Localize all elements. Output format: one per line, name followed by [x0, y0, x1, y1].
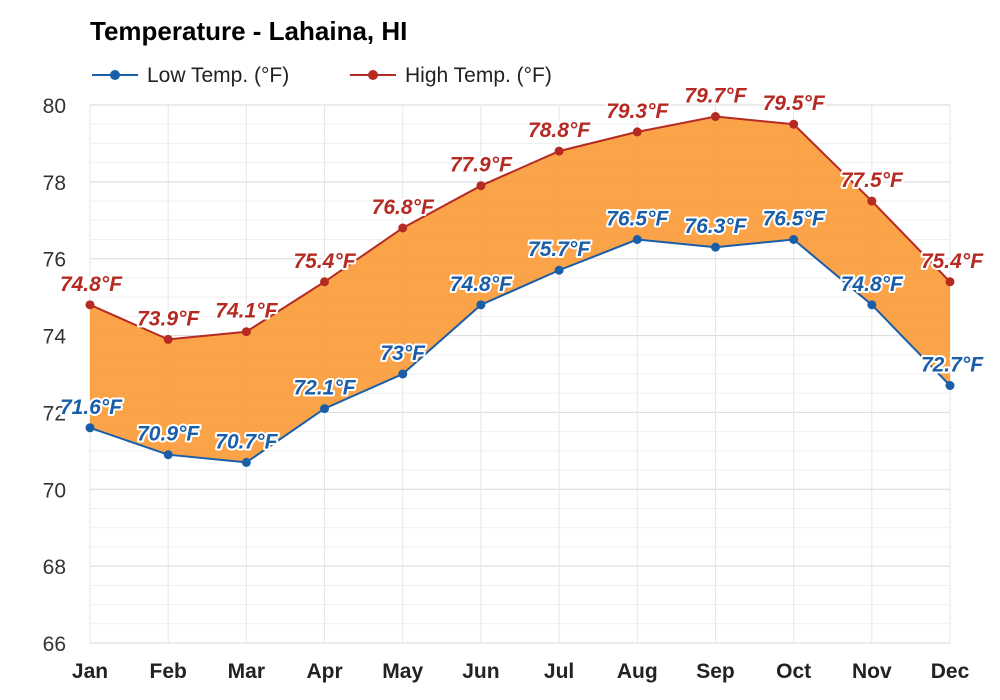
y-axis: 66 68 70 72 74 76 78 80 [43, 95, 67, 656]
low-temp-point-nov [867, 300, 877, 310]
legend-low-marker [110, 70, 120, 80]
high-temp-point-jan [85, 300, 95, 310]
series-lines [89, 115, 951, 464]
low-temp-point-dec [945, 381, 955, 391]
low-temp-label-feb: 70.9°F [137, 423, 200, 446]
range-fill [90, 116, 950, 463]
low-temp-point-sep [710, 242, 720, 252]
high-temp-label-nov: 77.5°F [841, 169, 904, 192]
low-temp-label-sep: 76.3°F [684, 215, 747, 238]
y-tick-label: 70 [43, 479, 66, 502]
x-tick-label: Oct [776, 660, 811, 683]
y-tick-label: 76 [43, 249, 66, 272]
chart-title: Temperature - Lahaina, HI [90, 16, 407, 46]
high-temp-point-apr [320, 277, 330, 287]
data-points [85, 112, 955, 467]
x-tick-label: Aug [617, 660, 658, 683]
legend-low-label: Low Temp. (°F) [147, 64, 289, 87]
high-temp-label-jan: 74.8°F [60, 273, 123, 296]
x-tick-label: Dec [931, 660, 970, 683]
high-temp-point-aug [632, 127, 642, 137]
high-temp-label-jun: 77.9°F [450, 154, 513, 177]
x-axis: Jan Feb Mar Apr May Jun Jul Aug Sep Oct Nov Dec [72, 660, 970, 683]
legend: Low Temp. (°F) High Temp. (°F) [92, 64, 552, 87]
high-temp-point-oct [789, 119, 799, 129]
legend-high-label: High Temp. (°F) [405, 64, 552, 87]
x-tick-label: Jun [462, 660, 499, 683]
high-temp-point-jul [554, 146, 564, 156]
low-temp-line [89, 238, 951, 464]
y-tick-label: 80 [43, 95, 66, 118]
high-temp-point-may [398, 223, 408, 233]
low-temp-point-mar [241, 457, 251, 467]
legend-high-marker [368, 70, 378, 80]
low-temp-label-mar: 70.7°F [215, 430, 278, 453]
high-temp-point-jun [476, 181, 486, 191]
high-temp-point-mar [241, 327, 251, 337]
high-temp-point-sep [710, 112, 720, 122]
high-temp-point-feb [163, 334, 173, 344]
y-tick-label: 72 [43, 402, 66, 425]
low-temp-label-dec: 72.7°F [921, 354, 984, 377]
high-temp-label-may: 76.8°F [372, 196, 435, 219]
low-temp-label-aug: 76.5°F [606, 208, 669, 231]
low-temp-label-may: 73°F [380, 342, 426, 365]
high-temp-label-jul: 78.8°F [528, 119, 591, 142]
high-temp-label-apr: 75.4°F [293, 250, 356, 273]
low-temp-label-jul: 75.7°F [528, 238, 591, 261]
x-tick-label: Nov [852, 660, 892, 683]
x-tick-label: Mar [228, 660, 265, 683]
low-temp-label-apr: 72.1°F [293, 377, 356, 400]
low-temp-point-feb [163, 450, 173, 460]
x-tick-label: Jan [72, 660, 108, 683]
low-temp-point-oct [789, 235, 799, 244]
x-tick-label: Sep [696, 660, 735, 683]
high-temp-label-dec: 75.4°F [921, 250, 984, 273]
low-temp-label-oct: 76.5°F [763, 208, 826, 231]
low-temp-point-jan [85, 423, 95, 433]
high-temp-label-mar: 74.1°F [215, 300, 278, 323]
high-temp-point-dec [945, 277, 955, 287]
x-tick-label: May [382, 660, 423, 683]
x-tick-label: Feb [150, 660, 187, 683]
y-tick-label: 78 [43, 172, 66, 195]
y-tick-label: 68 [43, 556, 66, 579]
low-temp-label-jan: 71.6°F [60, 396, 123, 419]
y-tick-label: 66 [43, 633, 66, 656]
low-temp-label-nov: 74.8°F [841, 273, 904, 296]
low-temp-point-aug [632, 235, 642, 244]
low-temp-point-jul [554, 265, 564, 275]
low-temp-point-apr [320, 404, 330, 414]
high-temp-line [89, 115, 951, 341]
low-temp-point-jun [476, 300, 486, 310]
high-temp-point-nov [867, 196, 877, 206]
legend-item-high[interactable]: High Temp. (°F) [350, 64, 552, 87]
y-tick-label: 74 [43, 326, 67, 349]
data-labels: 71.6°F 70.9°F 70.7°F 72.1°F 73°F 74.8°F 75.7°F… [58, 83, 986, 456]
high-temp-label-sep: 79.7°F [684, 85, 747, 108]
legend-item-low[interactable]: Low Temp. (°F) [92, 64, 289, 87]
low-temp-label-jun: 74.8°F [450, 273, 513, 296]
high-temp-label-feb: 73.9°F [137, 307, 200, 330]
temperature-range-area [90, 116, 950, 463]
high-temp-label-oct: 79.5°F [763, 92, 826, 115]
x-tick-label: Apr [306, 660, 342, 683]
high-temp-label-aug: 79.3°F [606, 100, 669, 123]
low-temp-point-may [398, 369, 408, 379]
x-tick-label: Jul [544, 660, 574, 683]
